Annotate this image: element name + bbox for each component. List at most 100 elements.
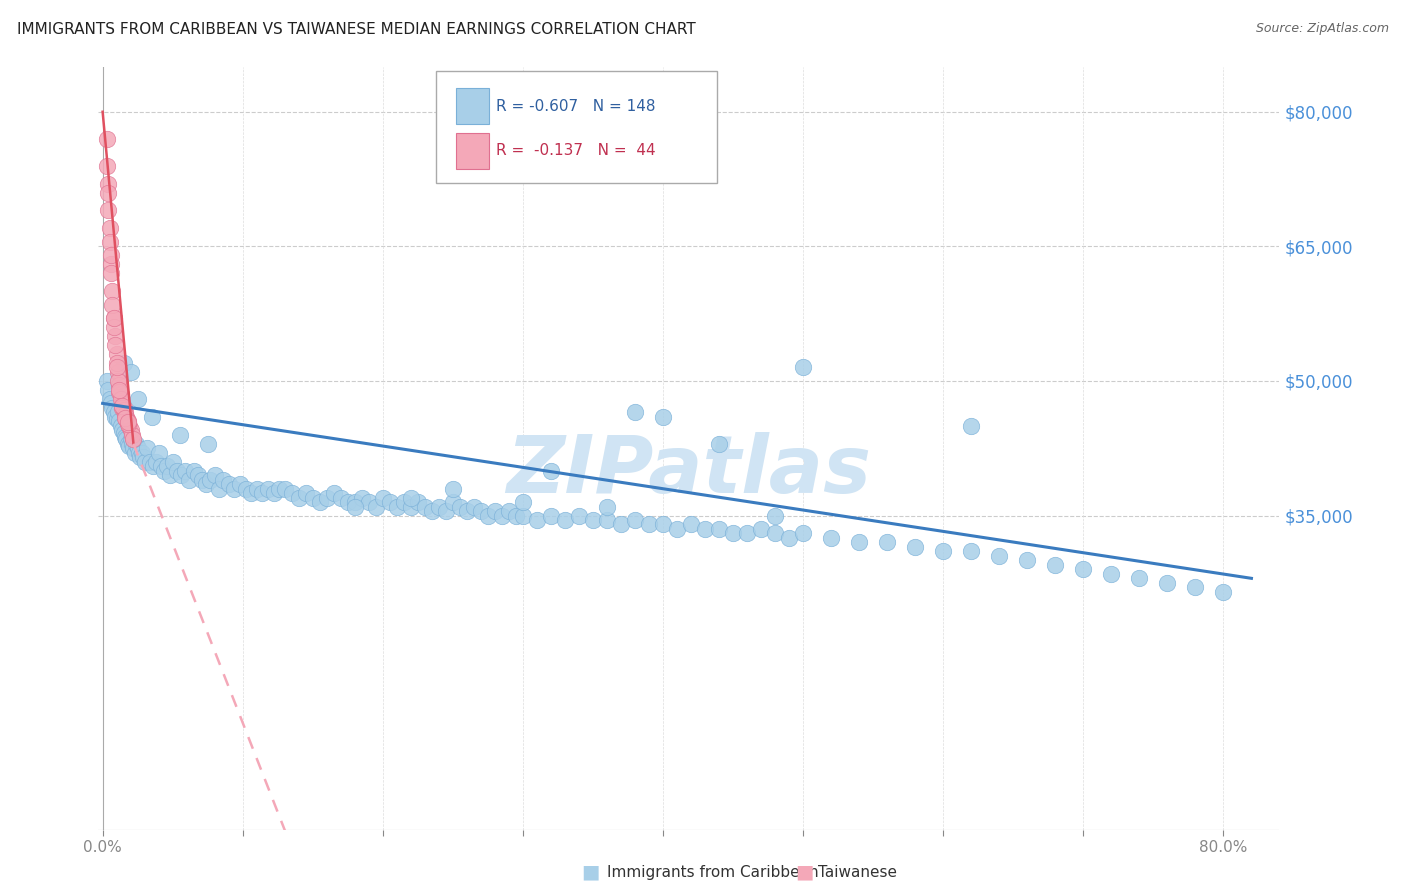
- Point: [183, 464, 205, 478]
- Point: [166, 464, 188, 478]
- Point: [121, 436, 143, 450]
- Point: [124, 446, 146, 460]
- Text: R = -0.607   N = 148: R = -0.607 N = 148: [496, 99, 655, 113]
- Point: [159, 468, 181, 483]
- Point: [477, 508, 499, 523]
- Point: [117, 436, 139, 450]
- Point: [820, 531, 842, 545]
- Point: [301, 491, 323, 505]
- Point: [197, 436, 219, 450]
- Point: [125, 436, 148, 450]
- Point: [114, 410, 136, 425]
- Point: [568, 508, 591, 523]
- Point: [322, 486, 344, 500]
- Point: [128, 446, 150, 460]
- Point: [246, 482, 269, 496]
- Point: [107, 374, 129, 388]
- Point: [120, 423, 142, 437]
- Point: [235, 482, 257, 496]
- Point: [117, 414, 139, 428]
- Point: [484, 504, 506, 518]
- Point: [118, 418, 141, 433]
- Point: [114, 408, 136, 422]
- Point: [105, 347, 128, 361]
- Point: [596, 500, 619, 514]
- Point: [336, 495, 359, 509]
- Text: IMMIGRANTS FROM CARIBBEAN VS TAIWANESE MEDIAN EARNINGS CORRELATION CHART: IMMIGRANTS FROM CARIBBEAN VS TAIWANESE M…: [17, 22, 696, 37]
- Point: [456, 504, 478, 518]
- Point: [120, 432, 142, 446]
- Point: [98, 221, 121, 235]
- Point: [127, 392, 149, 406]
- Point: [427, 500, 450, 514]
- Point: [1184, 580, 1206, 594]
- Point: [274, 482, 297, 496]
- Point: [1099, 566, 1122, 581]
- Point: [308, 495, 330, 509]
- Point: [624, 513, 647, 527]
- Point: [111, 399, 134, 413]
- Point: [792, 526, 814, 541]
- Point: [111, 396, 134, 410]
- Point: [208, 482, 231, 496]
- Point: [148, 446, 170, 460]
- Point: [721, 526, 744, 541]
- Point: [117, 417, 139, 431]
- Point: [139, 455, 162, 469]
- Point: [491, 508, 513, 523]
- Point: [108, 383, 131, 397]
- Point: [512, 508, 534, 523]
- Point: [115, 409, 138, 424]
- Point: [98, 235, 121, 249]
- Point: [449, 500, 471, 514]
- Point: [114, 429, 136, 443]
- Point: [1017, 553, 1039, 567]
- Point: [108, 384, 131, 399]
- Point: [142, 459, 165, 474]
- Point: [104, 338, 127, 352]
- Point: [540, 464, 562, 478]
- Point: [470, 504, 492, 518]
- Point: [343, 495, 366, 509]
- Point: [420, 504, 443, 518]
- Point: [98, 392, 121, 406]
- Point: [329, 491, 352, 505]
- Point: [100, 257, 122, 271]
- Point: [129, 450, 152, 465]
- Point: [1156, 575, 1178, 590]
- Point: [224, 482, 246, 496]
- Point: [118, 438, 141, 452]
- Point: [652, 409, 675, 424]
- Point: [134, 455, 156, 469]
- Point: [343, 500, 366, 514]
- Point: [122, 442, 145, 455]
- Point: [848, 535, 870, 549]
- Point: [441, 482, 464, 496]
- Point: [960, 418, 983, 433]
- Point: [101, 401, 124, 415]
- Point: [121, 427, 143, 442]
- Point: [960, 544, 983, 558]
- Point: [122, 432, 145, 446]
- Point: [638, 517, 661, 532]
- Point: [101, 284, 124, 298]
- Point: [104, 409, 127, 424]
- Point: [1212, 584, 1234, 599]
- Point: [406, 495, 429, 509]
- Point: [526, 513, 548, 527]
- Point: [371, 491, 394, 505]
- Point: [179, 473, 201, 487]
- Point: [218, 477, 240, 491]
- Point: [505, 508, 527, 523]
- Point: [162, 455, 184, 469]
- Point: [110, 418, 132, 433]
- Point: [100, 396, 122, 410]
- Point: [287, 491, 309, 505]
- Text: ZIPatlas: ZIPatlas: [506, 432, 872, 510]
- Point: [212, 473, 235, 487]
- Point: [96, 374, 118, 388]
- Point: [103, 405, 125, 419]
- Point: [100, 266, 122, 280]
- Point: [156, 459, 179, 474]
- Point: [392, 495, 415, 509]
